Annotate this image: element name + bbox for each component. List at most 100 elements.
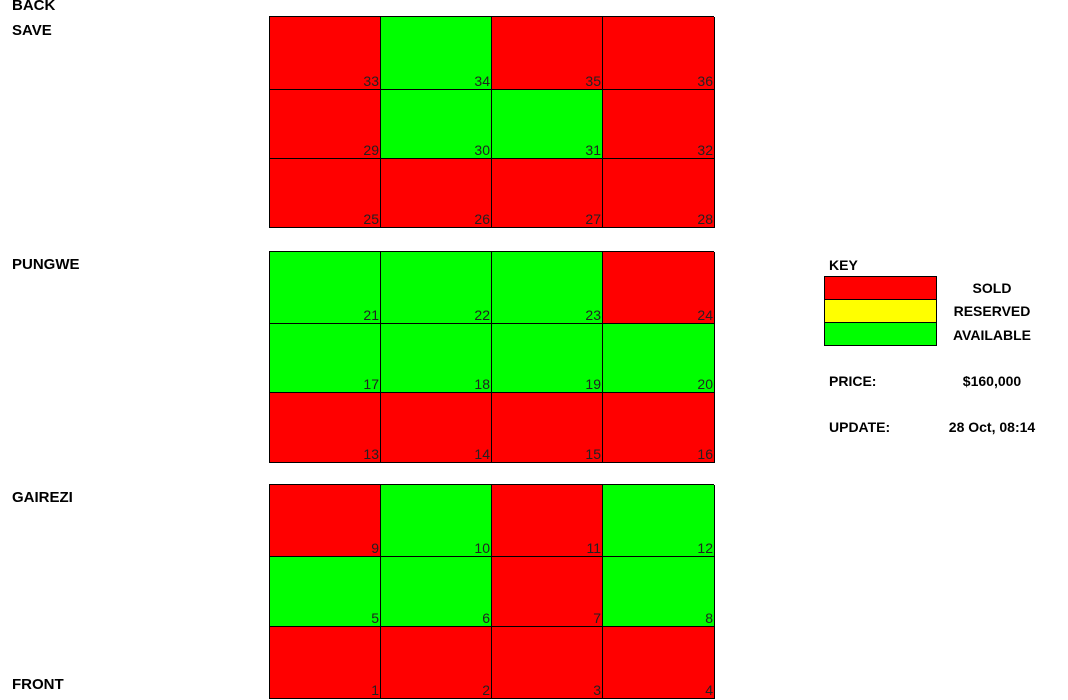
plot-block-gairezi: 9 10 11 12 5 6 7 8 1 2 3 4 <box>269 484 715 699</box>
key-title: KEY <box>829 257 858 273</box>
plot-cell-13[interactable]: 13 <box>270 393 381 463</box>
plot-cell-1[interactable]: 1 <box>270 627 381 699</box>
plot-number: 21 <box>363 307 379 323</box>
plot-cell-7[interactable]: 7 <box>492 557 603 627</box>
plot-number: 12 <box>697 540 713 556</box>
front-label: FRONT <box>12 676 64 693</box>
plot-cell-36[interactable]: 36 <box>603 17 715 90</box>
plot-row: 1 2 3 4 <box>270 627 715 699</box>
plot-row: 5 6 7 8 <box>270 557 715 627</box>
plot-number: 35 <box>585 73 601 89</box>
plot-cell-25[interactable]: 25 <box>270 159 381 228</box>
plot-number: 3 <box>593 682 601 698</box>
plot-number: 14 <box>474 446 490 462</box>
key-swatch-sold <box>824 276 937 300</box>
plot-cell-15[interactable]: 15 <box>492 393 603 463</box>
plot-row: 21 22 23 24 <box>270 252 715 324</box>
plot-number: 29 <box>363 142 379 158</box>
price-value: $160,000 <box>962 373 1022 389</box>
plot-cell-8[interactable]: 8 <box>603 557 715 627</box>
plot-cell-28[interactable]: 28 <box>603 159 715 228</box>
plot-number: 34 <box>474 73 490 89</box>
plot-cell-17[interactable]: 17 <box>270 324 381 393</box>
plot-row: 13 14 15 16 <box>270 393 715 463</box>
plot-cell-19[interactable]: 19 <box>492 324 603 393</box>
plot-cell-21[interactable]: 21 <box>270 252 381 324</box>
update-label: UPDATE: <box>829 419 891 435</box>
plot-cell-6[interactable]: 6 <box>381 557 492 627</box>
plot-number: 2 <box>482 682 490 698</box>
plot-row: 9 10 11 12 <box>270 485 715 557</box>
plot-cell-9[interactable]: 9 <box>270 485 381 557</box>
plot-cell-23[interactable]: 23 <box>492 252 603 324</box>
plot-cell-20[interactable]: 20 <box>603 324 715 393</box>
plot-number: 1 <box>371 682 379 698</box>
key-label-reserved: RESERVED <box>953 303 1031 319</box>
plot-row: 25 26 27 28 <box>270 159 715 228</box>
plot-row: 29 30 31 32 <box>270 90 715 159</box>
plot-cell-3[interactable]: 3 <box>492 627 603 699</box>
plot-cell-22[interactable]: 22 <box>381 252 492 324</box>
plot-number: 7 <box>593 610 601 626</box>
plot-number: 33 <box>363 73 379 89</box>
plot-number: 10 <box>474 540 490 556</box>
plot-number: 24 <box>697 307 713 323</box>
key-label-sold: SOLD <box>972 280 1012 296</box>
plot-cell-33[interactable]: 33 <box>270 17 381 90</box>
plot-cell-14[interactable]: 14 <box>381 393 492 463</box>
plot-cell-12[interactable]: 12 <box>603 485 715 557</box>
plot-row: 17 18 19 20 <box>270 324 715 393</box>
plot-cell-2[interactable]: 2 <box>381 627 492 699</box>
plot-cell-29[interactable]: 29 <box>270 90 381 159</box>
plot-number: 9 <box>371 540 379 556</box>
plot-number: 30 <box>474 142 490 158</box>
plot-number: 5 <box>371 610 379 626</box>
plot-block-pungwe: 21 22 23 24 17 18 19 20 13 14 15 16 <box>269 251 715 463</box>
plot-number: 19 <box>585 376 601 392</box>
gairezi-label: GAIREZI <box>12 489 73 506</box>
key-label-available: AVAILABLE <box>952 327 1032 343</box>
plot-number: 20 <box>697 376 713 392</box>
plot-number: 18 <box>474 376 490 392</box>
back-label: BACK <box>12 0 56 14</box>
plot-cell-4[interactable]: 4 <box>603 627 715 699</box>
price-label: PRICE: <box>829 373 877 389</box>
plot-cell-30[interactable]: 30 <box>381 90 492 159</box>
update-value: 28 Oct, 08:14 <box>948 419 1036 435</box>
plot-number: 4 <box>705 682 713 698</box>
plot-cell-26[interactable]: 26 <box>381 159 492 228</box>
plot-number: 32 <box>697 142 713 158</box>
plot-cell-34[interactable]: 34 <box>381 17 492 90</box>
plot-number: 17 <box>363 376 379 392</box>
key-swatch-reserved <box>824 299 937 323</box>
plot-number: 8 <box>705 610 713 626</box>
plot-cell-35[interactable]: 35 <box>492 17 603 90</box>
plot-cell-5[interactable]: 5 <box>270 557 381 627</box>
plot-number: 23 <box>585 307 601 323</box>
plot-row: 33 34 35 36 <box>270 17 715 90</box>
plot-block-back: 33 34 35 36 29 30 31 32 25 26 27 28 <box>269 16 715 228</box>
plot-cell-11[interactable]: 11 <box>492 485 603 557</box>
plot-number: 13 <box>363 446 379 462</box>
pungwe-label: PUNGWE <box>12 256 80 273</box>
plot-cell-24[interactable]: 24 <box>603 252 715 324</box>
plot-number: 36 <box>697 73 713 89</box>
plot-number: 16 <box>697 446 713 462</box>
plot-number: 31 <box>585 142 601 158</box>
save-label[interactable]: SAVE <box>12 22 52 39</box>
plot-number: 15 <box>585 446 601 462</box>
plot-cell-18[interactable]: 18 <box>381 324 492 393</box>
plot-number: 11 <box>586 540 601 556</box>
plot-number: 27 <box>585 211 601 227</box>
plot-number: 26 <box>474 211 490 227</box>
plot-cell-31[interactable]: 31 <box>492 90 603 159</box>
plot-cell-10[interactable]: 10 <box>381 485 492 557</box>
plot-cell-27[interactable]: 27 <box>492 159 603 228</box>
plot-number: 28 <box>697 211 713 227</box>
plot-number: 22 <box>474 307 490 323</box>
plot-cell-32[interactable]: 32 <box>603 90 715 159</box>
plot-number: 6 <box>482 610 490 626</box>
plot-cell-16[interactable]: 16 <box>603 393 715 463</box>
plot-number: 25 <box>363 211 379 227</box>
key-swatch-available <box>824 322 937 346</box>
